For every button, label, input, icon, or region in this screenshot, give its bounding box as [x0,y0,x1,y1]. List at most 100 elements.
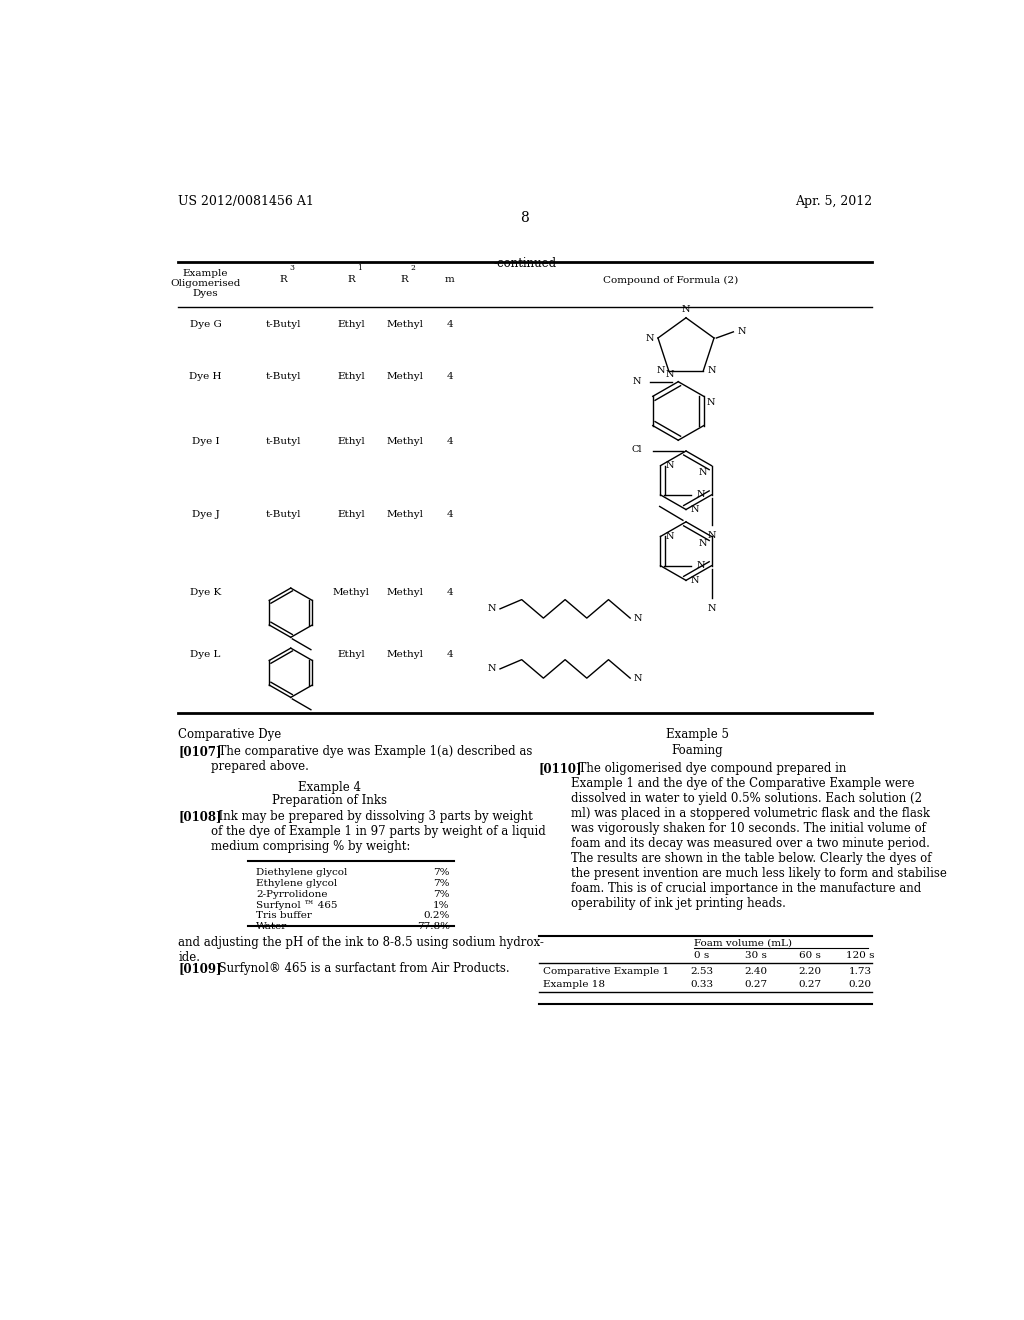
Text: R: R [280,276,287,284]
Text: Ethylene glycol: Ethylene glycol [256,879,337,888]
Text: 1%: 1% [433,900,450,909]
Text: and adjusting the pH of the ink to 8-8.5 using sodium hydrox-
ide.: and adjusting the pH of the ink to 8-8.5… [178,936,544,964]
Text: Example
Oligomerised
Dyes: Example Oligomerised Dyes [170,268,241,298]
Text: Dye K: Dye K [189,589,221,597]
Text: Ethyl: Ethyl [337,510,366,519]
Text: Comparative Dye: Comparative Dye [178,729,282,742]
Text: Foam volume (mL): Foam volume (mL) [693,939,792,948]
Text: Ethyl: Ethyl [337,372,366,381]
Text: t-Butyl: t-Butyl [265,437,301,446]
Text: Ethyl: Ethyl [337,649,366,659]
Text: 0.33: 0.33 [690,979,713,989]
Text: Dye J: Dye J [191,510,219,519]
Text: N: N [698,469,707,477]
Text: N: N [708,366,716,375]
Text: N: N [666,370,674,379]
Text: 4: 4 [446,372,453,381]
Text: Cl: Cl [632,445,642,454]
Text: t-Butyl: t-Butyl [265,510,301,519]
Text: 0 s: 0 s [694,950,710,960]
Text: N: N [634,673,643,682]
Text: The comparative dye was Example 1(a) described as
prepared above.: The comparative dye was Example 1(a) des… [211,744,532,774]
Text: Compound of Formula (2): Compound of Formula (2) [603,276,738,285]
Text: 7%: 7% [433,869,450,878]
Text: N: N [645,334,654,342]
Text: 8: 8 [520,211,529,224]
Text: 7%: 7% [433,890,450,899]
Text: 2-Pyrrolidone: 2-Pyrrolidone [256,890,328,899]
Text: N: N [708,531,716,540]
Text: N: N [707,397,716,407]
Text: Methyl: Methyl [386,589,423,597]
Text: Methyl: Methyl [386,510,423,519]
Text: N: N [634,614,643,623]
Text: Surfynol ™ 465: Surfynol ™ 465 [256,900,337,911]
Text: 2: 2 [411,264,416,272]
Text: Methyl: Methyl [386,649,423,659]
Text: N: N [697,561,706,570]
Text: Dye G: Dye G [189,321,221,329]
Text: Ethyl: Ethyl [337,321,366,329]
Text: The oligomerised dye compound prepared in
Example 1 and the dye of the Comparati: The oligomerised dye compound prepared i… [571,762,947,909]
Text: m: m [444,276,455,284]
Text: Foaming: Foaming [672,743,723,756]
Text: Methyl: Methyl [333,589,370,597]
Text: t-Butyl: t-Butyl [265,321,301,329]
Text: [0109]: [0109] [178,962,222,975]
Text: N: N [666,461,674,470]
Text: N: N [690,506,699,513]
Text: 2.53: 2.53 [690,966,713,975]
Text: Comparative Example 1: Comparative Example 1 [543,966,669,975]
Text: Example 18: Example 18 [543,979,604,989]
Text: Preparation of Inks: Preparation of Inks [272,795,387,808]
Text: t-Butyl: t-Butyl [265,372,301,381]
Text: Dye I: Dye I [191,437,219,446]
Text: 30 s: 30 s [744,950,767,960]
Text: N: N [633,378,641,387]
Text: 1: 1 [357,264,362,272]
Text: N: N [666,532,674,541]
Text: Example 4: Example 4 [298,780,361,793]
Text: 0.20: 0.20 [849,979,872,989]
Text: 60 s: 60 s [799,950,821,960]
Text: 4: 4 [446,321,453,329]
Text: 0.2%: 0.2% [423,911,450,920]
Text: R: R [347,276,355,284]
Text: Diethylene glycol: Diethylene glycol [256,869,347,878]
Text: Dye H: Dye H [189,372,222,381]
Text: R: R [400,276,409,284]
Text: Water: Water [256,923,287,931]
Text: 2.20: 2.20 [799,966,821,975]
Text: 4: 4 [446,510,453,519]
Text: 0.27: 0.27 [799,979,821,989]
Text: 0.27: 0.27 [744,979,767,989]
Text: 3: 3 [289,264,294,272]
Text: 7%: 7% [433,879,450,888]
Text: N: N [487,664,496,673]
Text: N: N [656,366,665,375]
Text: 77.8%: 77.8% [417,923,450,931]
Text: -continued: -continued [494,257,556,271]
Text: N: N [697,491,706,499]
Text: 4: 4 [446,649,453,659]
Text: N: N [708,605,716,614]
Text: Ink may be prepared by dissolving 3 parts by weight
of the dye of Example 1 in 9: Ink may be prepared by dissolving 3 part… [211,810,546,853]
Text: US 2012/0081456 A1: US 2012/0081456 A1 [178,195,314,209]
Text: 4: 4 [446,437,453,446]
Text: Tris buffer: Tris buffer [256,911,311,920]
Text: 120 s: 120 s [846,950,874,960]
Text: 2.40: 2.40 [744,966,767,975]
Text: Apr. 5, 2012: Apr. 5, 2012 [795,195,872,209]
Text: 1.73: 1.73 [849,966,872,975]
Text: Ethyl: Ethyl [337,437,366,446]
Text: Methyl: Methyl [386,437,423,446]
Text: Surfynol® 465 is a surfactant from Air Products.: Surfynol® 465 is a surfactant from Air P… [211,962,510,975]
Text: Example 5: Example 5 [667,729,729,742]
Text: 4: 4 [446,589,453,597]
Text: N: N [690,576,699,585]
Text: N: N [682,305,690,314]
Text: Dye L: Dye L [190,649,221,659]
Text: N: N [487,605,496,614]
Text: [0108]: [0108] [178,810,222,822]
Text: Methyl: Methyl [386,321,423,329]
